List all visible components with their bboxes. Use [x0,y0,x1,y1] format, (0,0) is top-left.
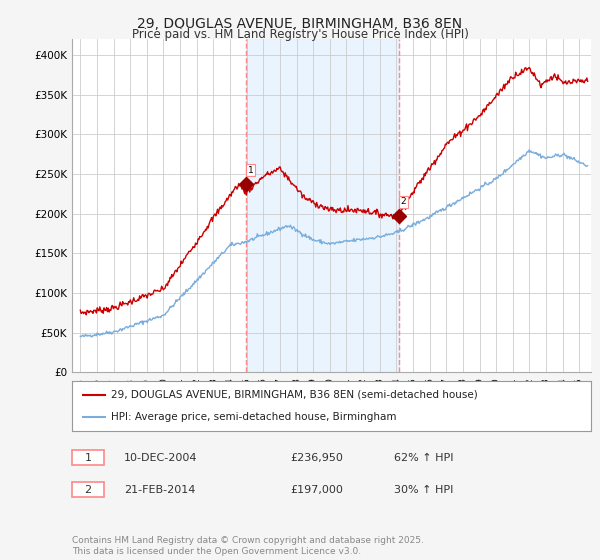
Text: £236,950: £236,950 [290,452,343,463]
FancyBboxPatch shape [72,482,104,497]
Text: 1: 1 [85,452,92,463]
Text: Price paid vs. HM Land Registry's House Price Index (HPI): Price paid vs. HM Land Registry's House … [131,28,469,41]
Text: 2: 2 [401,197,406,206]
Text: 62% ↑ HPI: 62% ↑ HPI [394,452,453,463]
Text: 29, DOUGLAS AVENUE, BIRMINGHAM, B36 8EN: 29, DOUGLAS AVENUE, BIRMINGHAM, B36 8EN [137,17,463,31]
Text: 1: 1 [248,166,254,175]
Text: Contains HM Land Registry data © Crown copyright and database right 2025.
This d: Contains HM Land Registry data © Crown c… [72,536,424,556]
FancyBboxPatch shape [72,450,104,465]
Text: HPI: Average price, semi-detached house, Birmingham: HPI: Average price, semi-detached house,… [111,412,397,422]
Text: 21-FEB-2014: 21-FEB-2014 [124,485,195,495]
Text: 2: 2 [85,485,92,495]
Text: 10-DEC-2004: 10-DEC-2004 [124,452,197,463]
Bar [245,39,398,372]
Text: £197,000: £197,000 [290,485,343,495]
Text: 29, DOUGLAS AVENUE, BIRMINGHAM, B36 8EN (semi-detached house): 29, DOUGLAS AVENUE, BIRMINGHAM, B36 8EN … [111,390,478,400]
Text: 30% ↑ HPI: 30% ↑ HPI [394,485,453,495]
